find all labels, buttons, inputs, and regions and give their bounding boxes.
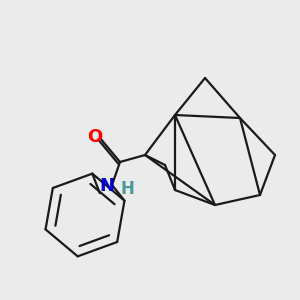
Text: H: H <box>121 181 134 199</box>
Text: N: N <box>99 177 114 195</box>
Text: O: O <box>87 128 102 146</box>
